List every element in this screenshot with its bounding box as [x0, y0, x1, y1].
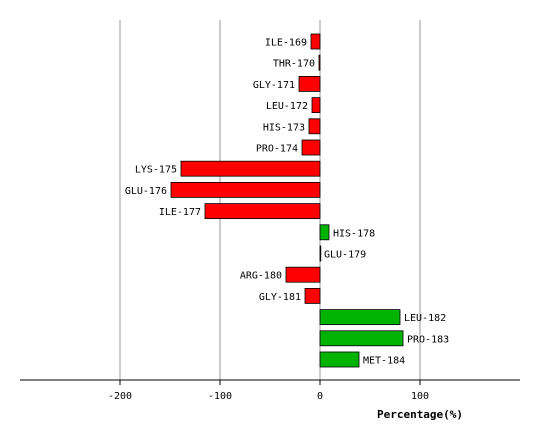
bar [319, 330, 404, 347]
bar-label: PRO-183 [407, 334, 449, 345]
bar [319, 224, 330, 241]
bar [311, 97, 321, 113]
grid-lines [119, 20, 421, 380]
bar-label: ARG-180 [240, 271, 282, 282]
bar-label: LEU-182 [404, 313, 446, 324]
bar-label: GLU-176 [125, 186, 167, 197]
bars [170, 33, 404, 368]
bar [180, 160, 321, 177]
x-tick-label: -200 [108, 391, 132, 402]
bar [308, 118, 321, 135]
bar [318, 54, 321, 71]
bar [304, 287, 321, 304]
bar-label: LYS-175 [135, 165, 177, 176]
bar [319, 245, 322, 262]
bar [301, 139, 321, 156]
bar-label: ILE-169 [265, 38, 307, 49]
x-axis-ticks: -200 -100 0 100 [108, 380, 429, 402]
bar-labels: ILE-169 THR-170 GLY-171 LEU-172 HIS-173 PRO-1… [125, 38, 449, 367]
bar [319, 351, 360, 368]
bar [285, 266, 321, 283]
bar [204, 203, 321, 220]
bar-label: LEU-172 [266, 101, 308, 112]
bar-label: THR-170 [273, 59, 315, 70]
x-tick-label: 0 [317, 391, 323, 402]
bar-label: GLY-171 [253, 80, 295, 91]
x-tick-label: 100 [411, 391, 429, 402]
bar [298, 76, 321, 92]
bar [319, 309, 401, 326]
bar-label: HIS-173 [263, 122, 305, 133]
bar [170, 181, 321, 198]
bar-label: MET-184 [363, 356, 405, 367]
bar-label: PRO-174 [256, 144, 298, 155]
x-axis-title: Percentage(%) [377, 408, 463, 421]
bar-label: GLY-181 [259, 292, 301, 303]
x-tick-label: -100 [208, 391, 232, 402]
bar [310, 33, 321, 50]
bar-label: GLU-179 [324, 250, 366, 261]
bar-label: HIS-178 [333, 228, 375, 239]
bar-label: ILE-177 [159, 207, 201, 218]
